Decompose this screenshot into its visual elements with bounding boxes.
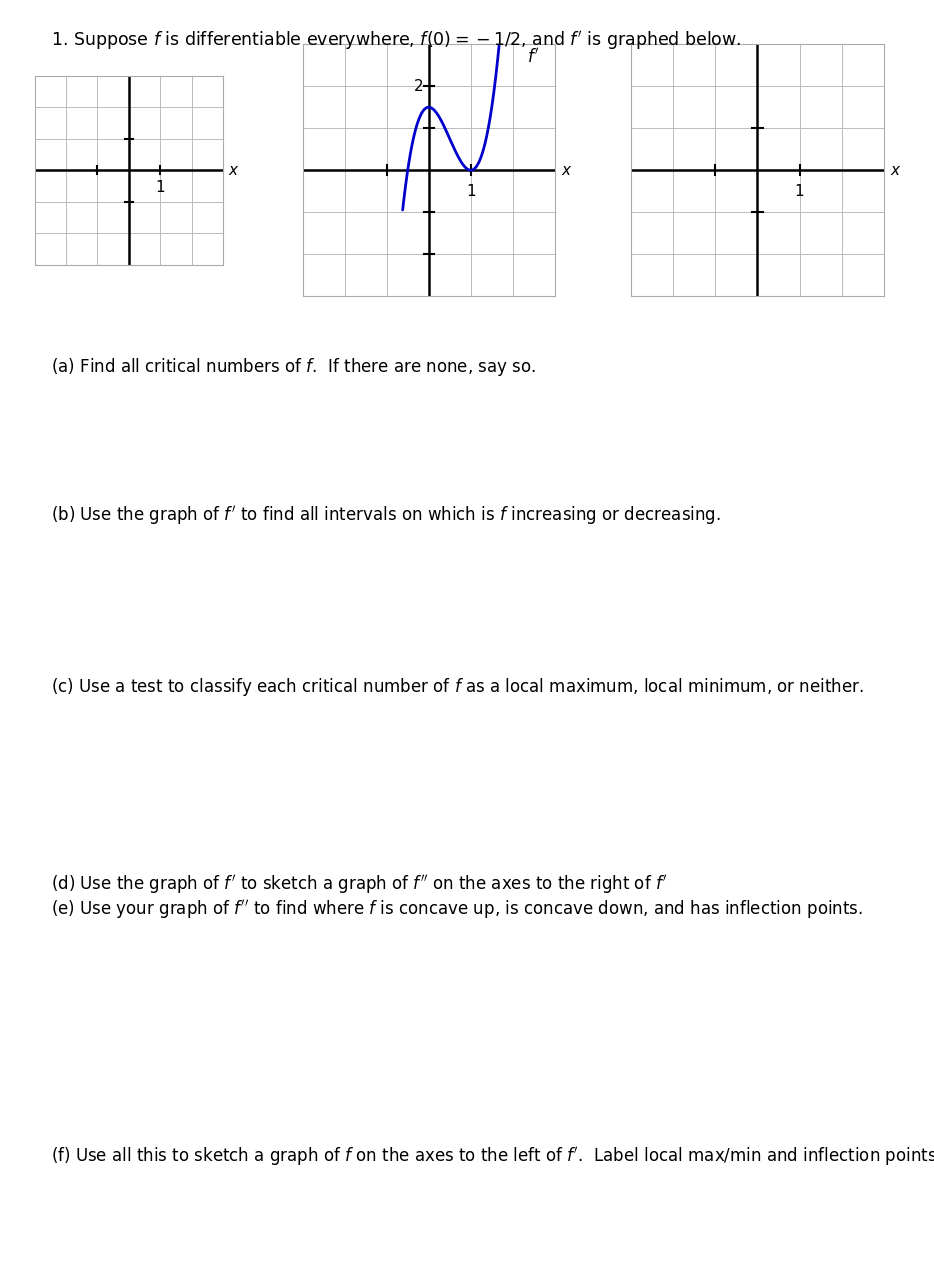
Text: (b) Use the graph of $f'$ to find all intervals on which is $f$ increasing or de: (b) Use the graph of $f'$ to find all in…: [51, 504, 721, 527]
Text: $x$: $x$: [890, 163, 901, 178]
Text: 1: 1: [795, 184, 804, 199]
Text: $f'$: $f'$: [528, 47, 540, 67]
Text: 1. Suppose $f$ is differentiable everywhere, $f(0) = -1/2$, and $f'$ is graphed : 1. Suppose $f$ is differentiable everywh…: [51, 29, 742, 52]
Text: (d) Use the graph of $f'$ to sketch a graph of $f''$ on the axes to the right of: (d) Use the graph of $f'$ to sketch a gr…: [51, 873, 668, 895]
Text: $x$: $x$: [561, 163, 573, 178]
Text: 1: 1: [466, 184, 475, 199]
Text: $x$: $x$: [228, 163, 239, 178]
Text: (a) Find all critical numbers of $f$.  If there are none, say so.: (a) Find all critical numbers of $f$. If…: [51, 356, 536, 377]
Text: (e) Use your graph of $f''$ to find where $f$ is concave up, is concave down, an: (e) Use your graph of $f''$ to find wher…: [51, 898, 863, 921]
Text: 2: 2: [414, 78, 424, 93]
Text: (f) Use all this to sketch a graph of $f$ on the axes to the left of $f'$.  Labe: (f) Use all this to sketch a graph of $f…: [51, 1145, 934, 1168]
Text: 1: 1: [156, 180, 165, 195]
Text: (c) Use a test to classify each critical number of $f$ as a local maximum, local: (c) Use a test to classify each critical…: [51, 676, 864, 697]
